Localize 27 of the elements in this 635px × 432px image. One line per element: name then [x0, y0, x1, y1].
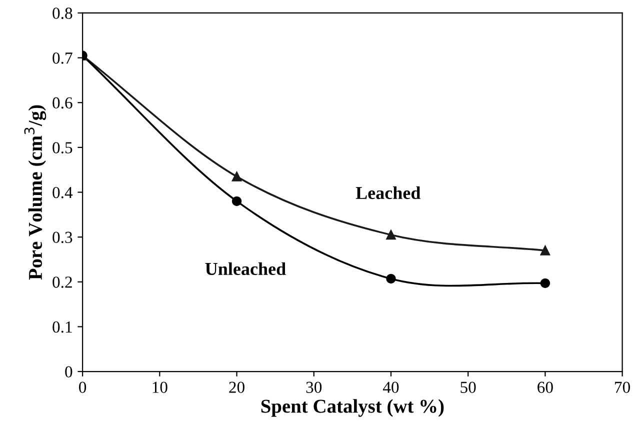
y-tick-label: 0.5 [52, 142, 72, 154]
y-tick-label: 0.4 [52, 186, 73, 198]
y-tick-label: 0.6 [52, 97, 72, 109]
series-label: Unleached [205, 262, 286, 276]
series-label: Leached [356, 186, 421, 200]
x-tick-label: 10 [152, 382, 168, 393]
y-tick-label: 0.7 [52, 52, 72, 64]
x-tick-label: 20 [229, 382, 244, 393]
y-tick-label: 0.3 [52, 232, 72, 244]
x-tick-label: 30 [306, 382, 322, 393]
x-tick-label: 50 [460, 382, 476, 393]
x-tick-label: 0 [79, 382, 86, 393]
y-tick-label: 0.1 [52, 321, 72, 333]
point [540, 246, 550, 256]
point [386, 274, 396, 284]
point [232, 172, 242, 182]
point [386, 230, 396, 240]
y-tick-label: 0.8 [52, 8, 72, 19]
y-tick-label: 0.2 [52, 276, 72, 288]
x-axis-title: Spent Catalyst (wt %) [261, 399, 444, 417]
x-tick-label: 70 [615, 382, 630, 393]
x-tick-label: 40 [382, 382, 399, 393]
point [232, 196, 242, 206]
y-tick-label: 0 [65, 366, 72, 378]
x-tick-label: 60 [538, 382, 553, 393]
y-axis-title: Pore Volume (cm$^{3}$/g) [24, 105, 46, 280]
point [540, 278, 550, 288]
